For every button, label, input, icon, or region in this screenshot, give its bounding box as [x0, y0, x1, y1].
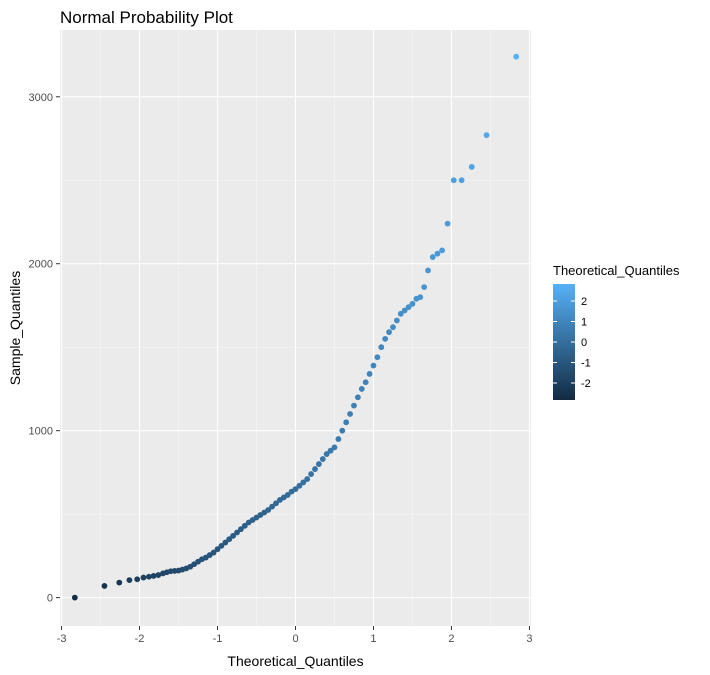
- legend-tick-label: 0: [581, 337, 587, 349]
- x-tick-label: 2: [448, 633, 454, 645]
- data-point: [401, 307, 408, 314]
- data-point: [327, 447, 334, 454]
- legend-title: Theoretical_Quantiles: [553, 263, 680, 278]
- legend: Theoretical_Quantiles 2 1 0 -1 -2: [553, 263, 680, 400]
- data-point: [366, 371, 373, 377]
- data-point: [513, 53, 520, 60]
- x-tick-label: 3: [526, 633, 532, 645]
- data-point: [339, 427, 346, 434]
- data-point: [296, 482, 303, 489]
- data-point: [343, 419, 350, 426]
- data-point: [439, 247, 446, 254]
- legend-tick-label: 2: [581, 296, 587, 308]
- x-tick-label: -1: [213, 633, 223, 645]
- data-point: [134, 576, 141, 583]
- data-point: [434, 250, 441, 257]
- legend-tick-label: -2: [581, 378, 591, 390]
- data-point: [458, 177, 465, 184]
- x-tick-label: -3: [57, 633, 67, 645]
- grid-lines: [60, 30, 531, 626]
- data-point: [405, 304, 412, 311]
- data-point: [390, 324, 396, 331]
- data-point: [444, 220, 451, 227]
- data-point: [273, 500, 279, 507]
- data-point: [417, 294, 424, 301]
- y-tick-label: 0: [47, 593, 53, 605]
- legend-ticks: 2 1 0 -1 -2: [553, 296, 591, 390]
- data-point: [145, 573, 152, 580]
- data-point: [218, 542, 225, 549]
- data-point: [358, 386, 365, 392]
- data-point: [386, 329, 392, 336]
- data-point: [292, 486, 299, 493]
- data-point: [382, 335, 389, 342]
- data-point: [374, 354, 381, 361]
- data-point: [155, 572, 162, 578]
- data-point: [323, 451, 330, 457]
- legend-tick-label: 1: [581, 317, 587, 329]
- data-point: [241, 522, 248, 529]
- data-point: [331, 444, 338, 451]
- x-axis: -3 -2 -1 0 1 2 3: [57, 626, 533, 645]
- chart-title: Normal Probability Plot: [60, 8, 233, 27]
- data-point: [393, 317, 400, 324]
- y-tick-label: 2000: [29, 259, 53, 271]
- data-point: [210, 549, 217, 556]
- data-point: [315, 461, 322, 467]
- y-tick-label: 3000: [29, 92, 53, 104]
- data-point: [140, 574, 147, 581]
- data-point: [370, 362, 377, 369]
- data-point: [362, 379, 369, 386]
- data-point: [421, 284, 428, 290]
- data-point: [397, 310, 404, 317]
- data-points: [71, 53, 520, 601]
- data-point: [351, 402, 357, 409]
- data-point: [269, 503, 276, 510]
- data-point: [312, 466, 318, 472]
- x-tick-label: 1: [370, 633, 376, 645]
- data-point: [101, 583, 108, 589]
- data-point: [284, 492, 291, 498]
- data-point: [234, 529, 240, 536]
- data-point: [308, 471, 314, 477]
- data-point: [116, 579, 123, 586]
- y-axis-title: Sample_Quantiles: [7, 271, 23, 385]
- data-point: [222, 539, 229, 546]
- data-point: [347, 411, 353, 417]
- legend-tick-label: -1: [581, 357, 591, 369]
- data-point: [354, 394, 361, 401]
- y-axis: 0 1000 2000 3000: [29, 92, 60, 605]
- x-tick-label: -2: [135, 633, 145, 645]
- data-point: [265, 507, 272, 513]
- data-point: [425, 267, 431, 274]
- data-point: [378, 344, 385, 351]
- data-point: [319, 456, 326, 462]
- x-axis-title: Theoretical_Quantiles: [227, 653, 363, 669]
- data-point: [483, 132, 490, 139]
- data-point: [71, 594, 78, 601]
- data-point: [150, 573, 157, 579]
- legend-colorbar: [553, 284, 575, 400]
- data-point: [468, 163, 475, 170]
- data-point: [335, 436, 342, 442]
- data-point: [214, 546, 221, 553]
- data-point: [409, 300, 416, 307]
- data-point: [226, 536, 233, 543]
- data-point: [126, 577, 133, 583]
- data-point: [429, 254, 436, 260]
- data-point: [300, 479, 307, 486]
- data-point: [230, 532, 237, 539]
- data-point: [238, 526, 244, 533]
- x-tick-label: 0: [292, 633, 298, 645]
- data-point: [304, 476, 311, 482]
- y-tick-label: 1000: [29, 426, 53, 438]
- data-point: [450, 177, 457, 184]
